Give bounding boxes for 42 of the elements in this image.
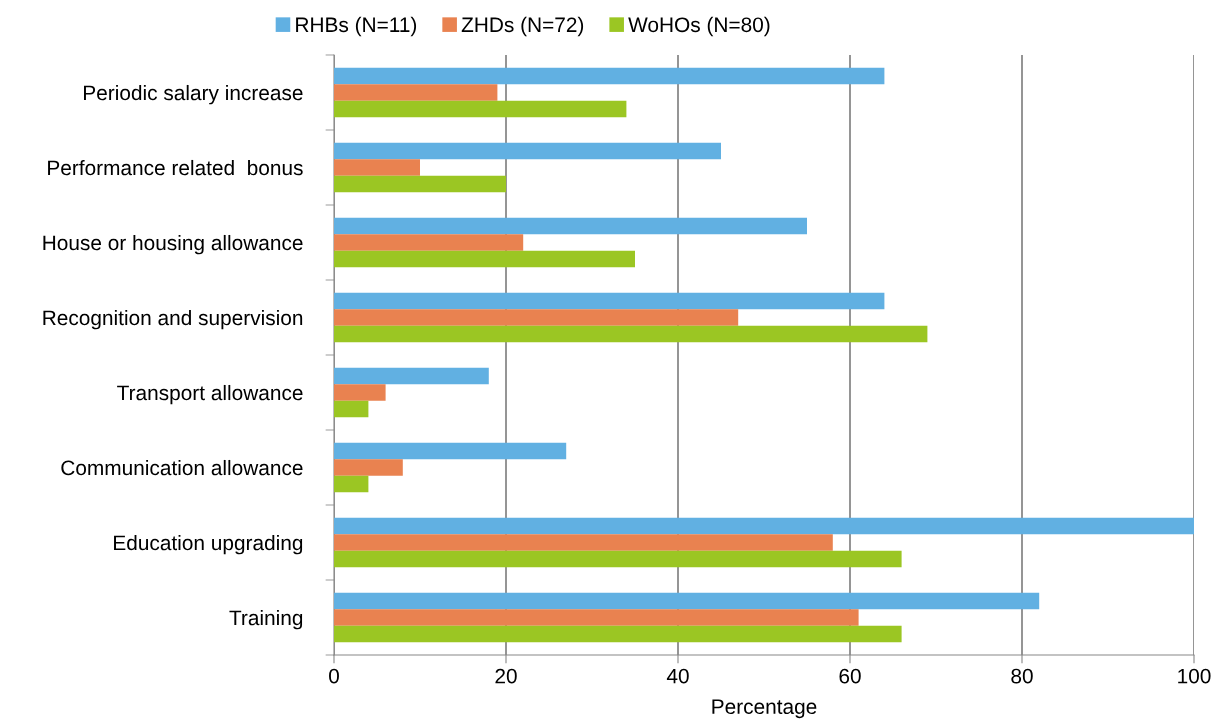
y-tick-label: House or housing allowance — [43, 234, 303, 255]
bar — [334, 550, 902, 568]
legend-label: ZHDs (N=72) — [461, 16, 584, 37]
bar — [334, 159, 420, 176]
x-tick-label: 60 — [839, 668, 861, 684]
y-tick-label: Education upgrading — [114, 534, 303, 555]
x-axis-title: Percentage — [712, 699, 817, 719]
y-tick-label: Recognition and supervision — [43, 309, 303, 330]
bar — [334, 459, 403, 476]
bar — [334, 67, 885, 85]
bar — [334, 292, 885, 310]
bar — [334, 367, 489, 385]
y-tick-label: Periodic salary increase — [84, 84, 303, 105]
bar — [334, 309, 739, 326]
x-tick-label: 100 — [1178, 668, 1211, 684]
legend-label: RHBs (N=11) — [296, 16, 417, 37]
bar — [334, 142, 721, 160]
y-tick-label: Transport allowance — [117, 384, 303, 405]
bar — [334, 175, 506, 193]
bar — [334, 592, 1040, 610]
bar — [334, 609, 859, 626]
x-tick-label: 20 — [495, 668, 517, 684]
bar — [334, 250, 635, 268]
bar — [334, 517, 1194, 535]
bar — [334, 84, 498, 101]
bar — [334, 442, 567, 460]
bar — [334, 100, 627, 118]
x-tick-label: 40 — [666, 668, 689, 684]
bar — [334, 400, 369, 418]
legend-label: WoHOs (N=80) — [628, 16, 770, 37]
bar — [334, 625, 902, 643]
y-tick-label: Performance related bonus — [48, 159, 303, 176]
x-tick-label: 0 — [329, 668, 339, 684]
bar — [334, 325, 928, 343]
bar — [334, 384, 386, 401]
bar — [334, 475, 369, 493]
bar — [334, 534, 833, 551]
y-tick-label: Training — [229, 609, 303, 630]
bar — [334, 234, 524, 251]
y-tick-label: Communication allowance — [61, 459, 303, 476]
x-tick-label: 80 — [1011, 668, 1033, 684]
bar — [334, 217, 807, 235]
